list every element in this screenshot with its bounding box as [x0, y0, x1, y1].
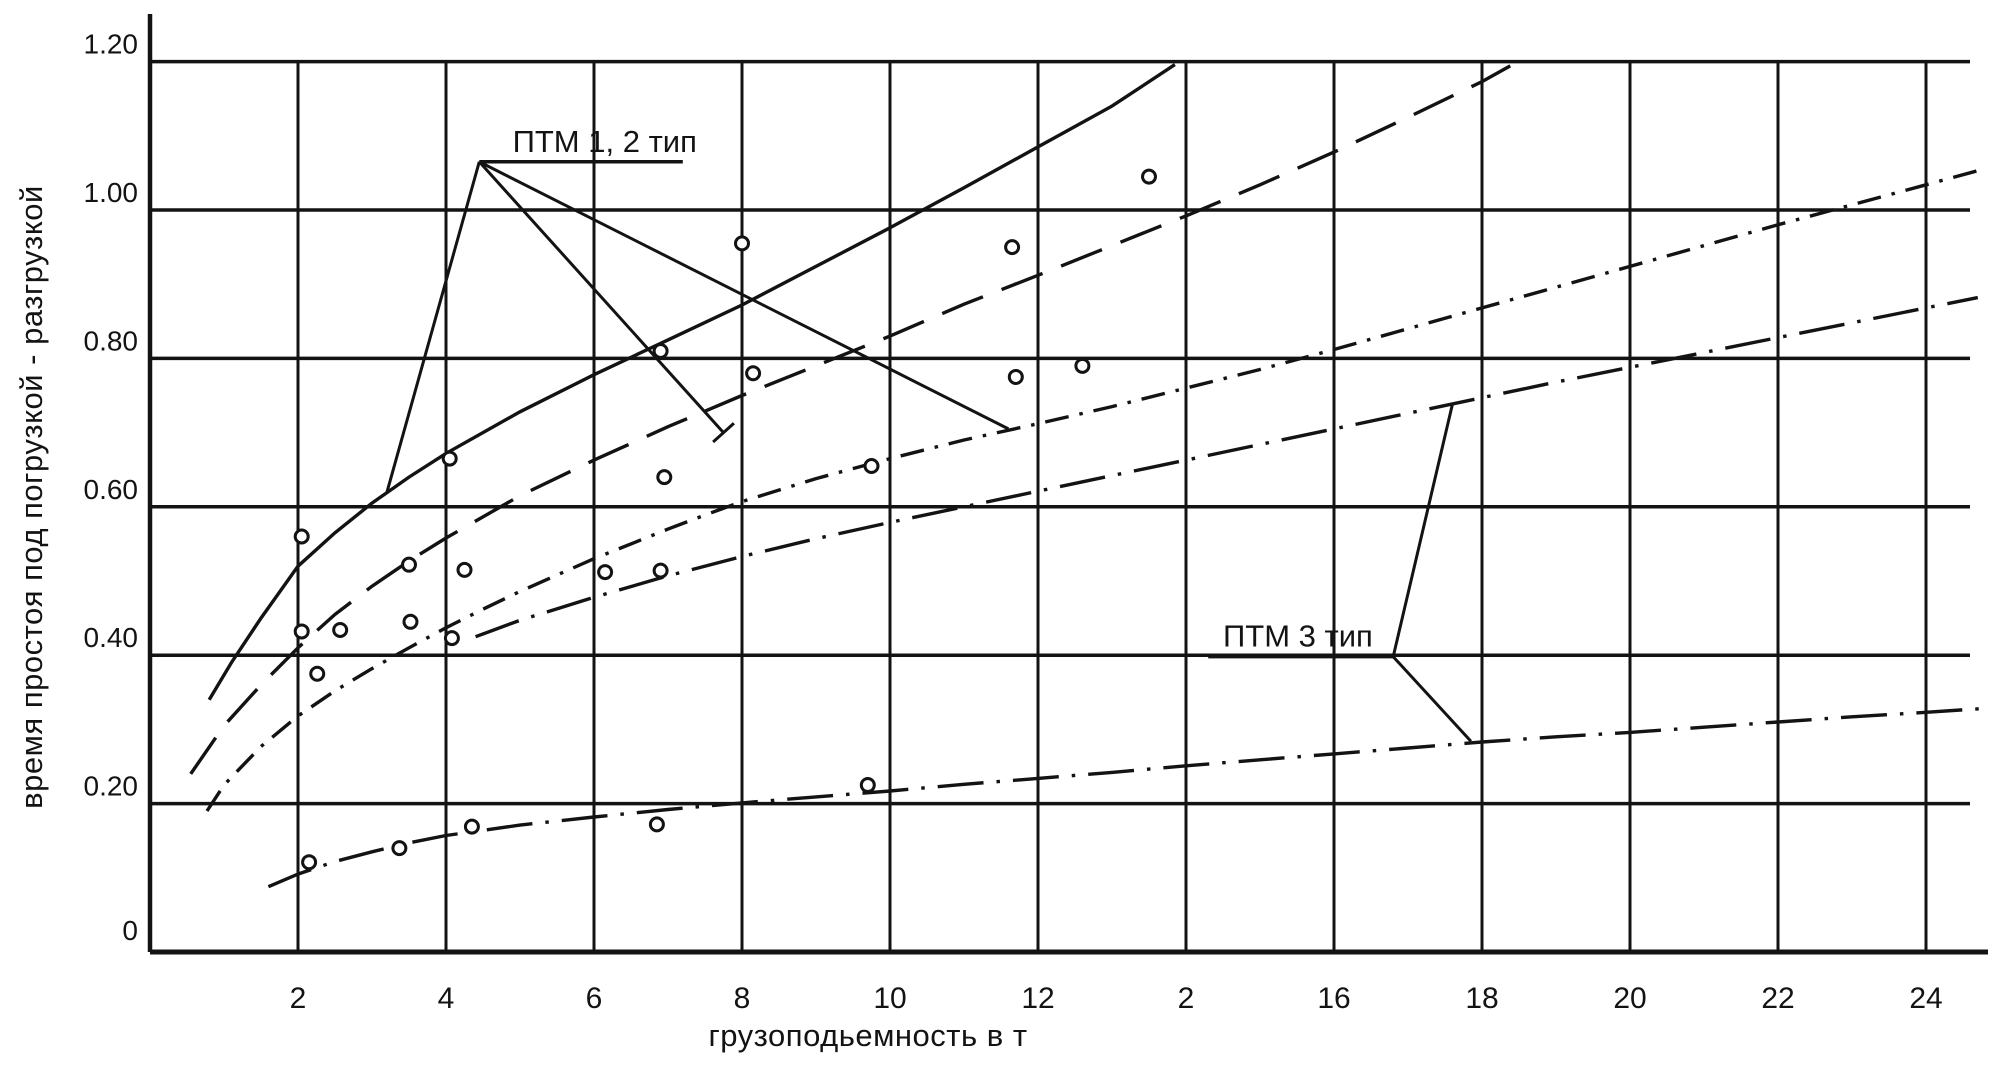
data-point-marker — [309, 665, 326, 682]
data-point-marker — [1141, 168, 1157, 185]
annotation-leader-line — [1392, 655, 1473, 743]
data-point-marker — [745, 365, 762, 382]
curve-ptm12-dash-dot — [205, 169, 1979, 812]
x-tick-label: 16 — [1317, 982, 1350, 1015]
y-tick-label: 0.40 — [84, 622, 139, 653]
data-point-marker — [863, 457, 880, 474]
y-tick-label: 0.20 — [84, 771, 139, 802]
curve-ptm12-upper-solid — [207, 63, 1176, 701]
annotation-label: ПТМ 3 тип — [1223, 618, 1373, 653]
data-point-marker — [656, 469, 673, 486]
x-tick-label: 22 — [1761, 982, 1794, 1015]
x-tick-label: 10 — [873, 982, 906, 1015]
x-tick-label: 20 — [1613, 982, 1646, 1015]
x-tick-label: 18 — [1465, 982, 1498, 1015]
curve-ptm12-long-dash — [189, 61, 1517, 775]
y-axis-title: время простоя под погрузкой - разгрузкой — [14, 185, 49, 809]
data-point-marker — [402, 613, 419, 630]
y-tick-label: 0 — [122, 915, 138, 946]
x-tick-label: 6 — [586, 982, 603, 1015]
annotation-leader-end-tick — [712, 422, 735, 444]
x-tick-label: 8 — [734, 982, 751, 1015]
x-tick-label: 2 — [290, 982, 307, 1015]
data-point-marker — [463, 818, 480, 835]
data-point-marker — [456, 561, 473, 578]
annotation-label: ПТМ 1, 2 тип — [513, 124, 697, 159]
data-point-marker — [1004, 239, 1021, 256]
data-point-marker — [391, 840, 408, 857]
x-axis-title: грузоподьемность в т — [708, 1018, 1028, 1053]
data-point-marker — [293, 528, 310, 545]
y-tick-label: 0.80 — [84, 325, 139, 356]
data-point-marker — [652, 562, 669, 579]
x-tick-label: 4 — [438, 982, 455, 1015]
curve-ptm3-lower-long-dash-dot — [267, 706, 1982, 889]
data-point-marker — [332, 621, 349, 638]
data-point-marker — [597, 564, 614, 581]
y-tick-label: 0.60 — [84, 474, 139, 505]
data-point-marker — [1007, 368, 1024, 385]
annotation-leader-line — [385, 161, 481, 494]
data-point-marker — [652, 342, 669, 359]
data-point-marker — [443, 630, 460, 647]
data-point-marker — [648, 816, 665, 833]
y-tick-label: 1.00 — [84, 177, 139, 208]
curve-ptm3-upper-long-dash-dot — [475, 295, 1979, 639]
x-tick-label: 24 — [1909, 982, 1942, 1015]
y-tick-label: 1.20 — [84, 29, 139, 60]
x-tick-label: 2 — [1178, 982, 1195, 1015]
data-point-marker — [401, 556, 417, 573]
data-point-marker — [1074, 357, 1091, 374]
annotation-leader-line — [478, 160, 1010, 431]
x-tick-label: 12 — [1021, 982, 1054, 1015]
annotation-leader-line — [1391, 404, 1454, 658]
data-point-marker — [293, 623, 310, 640]
data-point-marker — [441, 450, 458, 467]
data-point-marker — [301, 854, 318, 871]
data-point-marker — [734, 235, 750, 252]
data-point-marker — [859, 777, 876, 794]
annotation-leader-line — [478, 160, 725, 434]
